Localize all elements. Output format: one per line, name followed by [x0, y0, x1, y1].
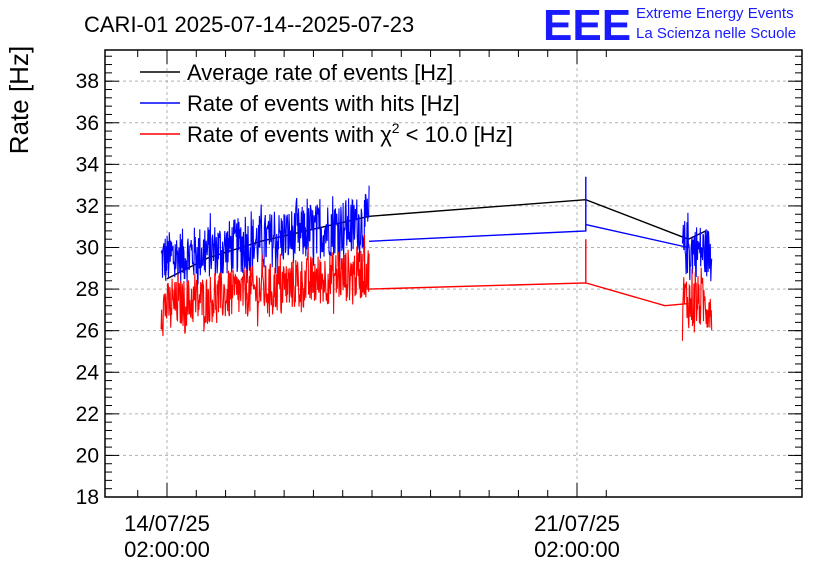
y-tick-label: 20 — [76, 444, 99, 467]
logo-line-2: La Scienza nelle Scuole — [636, 25, 796, 42]
legend-label-average: Average rate of events [Hz] — [187, 60, 453, 85]
plot-frame — [104, 49, 803, 498]
y-tick-label: 26 — [76, 320, 99, 343]
series-hits-band-0 — [160, 185, 370, 286]
y-tick-label: 30 — [76, 237, 99, 260]
logo-line-1: Extreme Energy Events — [636, 5, 794, 22]
x-tick-date: 21/07/25 — [534, 511, 620, 536]
eee-logo: EEE — [543, 1, 631, 50]
axes: 182022242628303234363814/07/2502:00:0021… — [76, 49, 803, 562]
plot-series — [160, 176, 713, 341]
y-tick-label: 24 — [76, 361, 100, 384]
y-axis-label: Rate [Hz] — [4, 46, 34, 154]
series-hits-band-1 — [681, 212, 713, 282]
x-tick-date: 14/07/25 — [124, 511, 210, 536]
series-hits-line — [369, 176, 689, 249]
legend-label-hits: Rate of events with hits [Hz] — [187, 91, 460, 116]
series-chi2-band-0 — [160, 234, 370, 337]
legend-label-chi2: Rate of events with χ2 < 10.0 [Hz] — [187, 120, 513, 147]
y-tick-label: 18 — [76, 486, 99, 509]
chart-title: CARI-01 2025-07-14--2025-07-23 — [84, 12, 414, 37]
y-tick-label: 32 — [76, 195, 99, 218]
legend: Average rate of events [Hz] Rate of even… — [140, 60, 513, 147]
y-tick-label: 28 — [76, 278, 99, 301]
grid-lines — [105, 50, 802, 497]
y-tick-label: 22 — [76, 403, 99, 426]
y-tick-label: 34 — [76, 153, 100, 176]
series-chi2-line — [369, 239, 689, 307]
x-tick-time: 02:00:00 — [124, 537, 210, 562]
x-tick-time: 02:00:00 — [534, 537, 620, 562]
y-tick-label: 38 — [76, 70, 99, 93]
y-tick-label: 36 — [76, 112, 99, 135]
